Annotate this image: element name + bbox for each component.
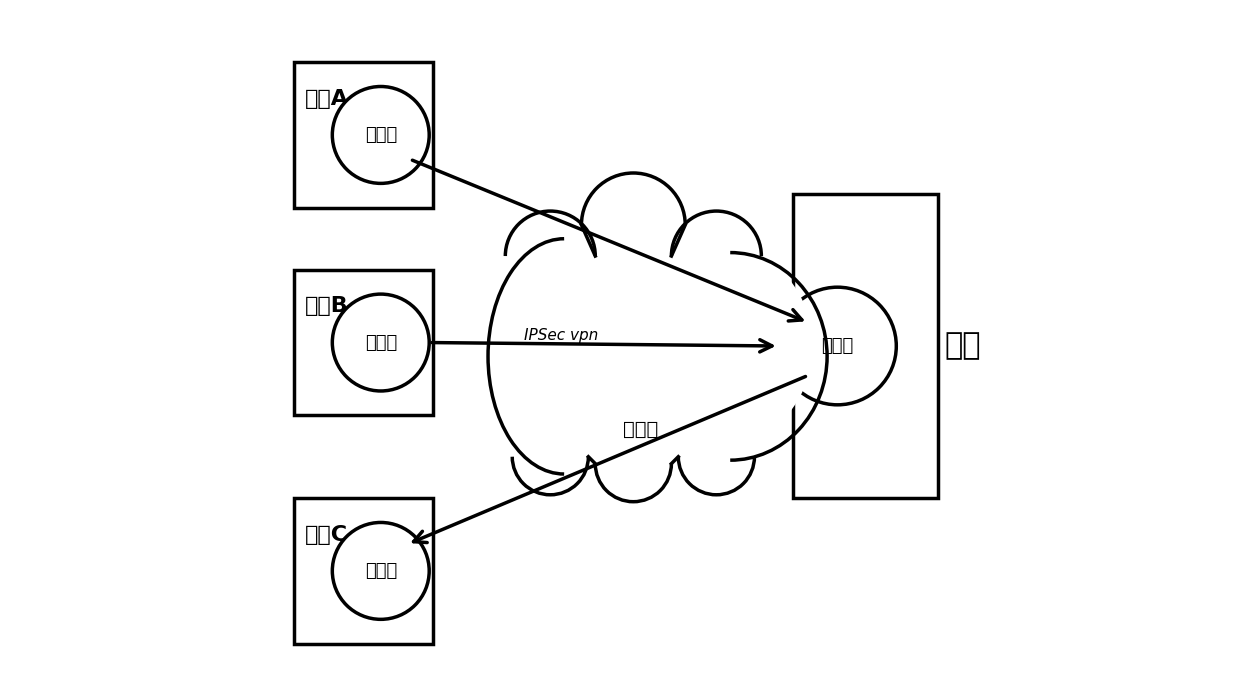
Circle shape bbox=[332, 86, 429, 183]
Circle shape bbox=[332, 294, 429, 391]
Circle shape bbox=[778, 287, 896, 405]
Text: IPSec vpn: IPSec vpn bbox=[524, 328, 597, 343]
Text: 总部: 总部 bbox=[945, 331, 981, 361]
Text: 分支C: 分支C bbox=[305, 525, 348, 545]
Text: 分支A: 分支A bbox=[305, 89, 348, 109]
Circle shape bbox=[332, 522, 429, 619]
Bar bbox=[294, 270, 432, 415]
Bar bbox=[294, 62, 432, 208]
Text: 分支B: 分支B bbox=[305, 296, 348, 316]
Text: 客户端: 客户端 bbox=[364, 334, 396, 352]
Bar bbox=[793, 194, 938, 498]
Text: 因特网: 因特网 bbox=[623, 419, 658, 439]
Ellipse shape bbox=[467, 215, 813, 477]
Text: 客户端: 客户端 bbox=[364, 126, 396, 144]
Bar bbox=[294, 498, 432, 644]
Text: 服务器: 服务器 bbox=[821, 337, 854, 355]
Text: 客户端: 客户端 bbox=[364, 562, 396, 580]
